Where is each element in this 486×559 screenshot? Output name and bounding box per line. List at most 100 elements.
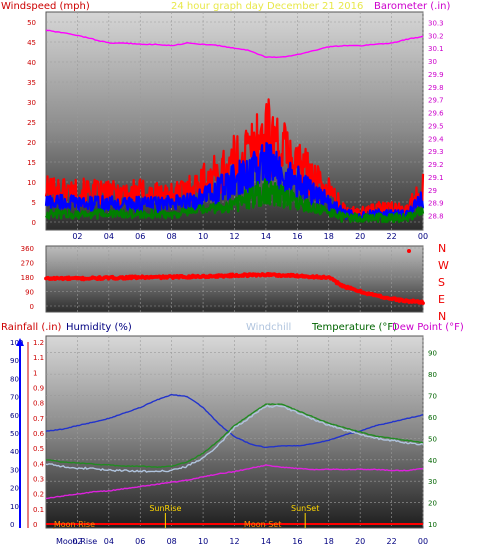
- humidity-tick-label: 0: [10, 521, 14, 529]
- wind-time-tick-label: 20: [355, 232, 365, 241]
- rainfall-tick-label: 1.1: [33, 354, 44, 362]
- rainfall-axis-label: Rainfall (.in): [1, 322, 62, 333]
- wind-time-axis: 02 04 06 08 10 12 14 16 18 20 22 00: [72, 232, 428, 241]
- dewpoint-axis-label: Dew Point (°F): [392, 322, 464, 333]
- humidity-axis-arrow: [16, 338, 24, 346]
- event-label: Moon Rise: [54, 520, 95, 529]
- temperature-tick-label: 90: [428, 350, 437, 358]
- temperature-tick-label: 10: [428, 521, 437, 529]
- barometer-tick-label: 29.6: [428, 110, 444, 118]
- rainfall-tick-label: 0.5: [33, 445, 44, 453]
- windspeed-axis: 0 5 10 15 20 25 30 35 40 45 50: [27, 19, 36, 227]
- temperature-time-tick-label: 14: [261, 537, 271, 546]
- event-label: Moon Set: [244, 520, 281, 529]
- barometer-axis-label: Barometer (.in): [374, 1, 450, 12]
- wind-direction-point: [421, 301, 425, 305]
- temperature-tick-label: 20: [428, 500, 437, 508]
- wind-time-tick-label: 06: [135, 232, 145, 241]
- windspeed-tick-label: 30: [27, 99, 36, 107]
- compass-label: E: [438, 293, 445, 306]
- temperature-time-tick-label: 00: [418, 537, 428, 546]
- barometer-tick-label: 29.9: [428, 71, 444, 79]
- windspeed-tick-label: 35: [27, 79, 36, 87]
- event-label: SunRise: [149, 504, 181, 513]
- temperature-time-tick-label: 20: [355, 537, 365, 546]
- barometer-tick-label: 30: [428, 58, 437, 66]
- windspeed-line: [45, 178, 425, 224]
- temperature-tick-label: 50: [428, 435, 437, 443]
- temperature-axis: 10 20 30 40 50 60 70 80 90: [428, 350, 437, 529]
- chart-title: 24 hour graph day December 21 2016: [171, 1, 363, 12]
- temperature-time-tick-label: 06: [135, 537, 145, 546]
- humidity-tick-label: 10: [10, 503, 19, 511]
- windspeed-tick-label: 45: [27, 39, 36, 47]
- temperature-tick-label: 40: [428, 457, 437, 465]
- wind-time-tick-label: 00: [418, 232, 428, 241]
- barometer-tick-label: 29.4: [428, 135, 444, 143]
- rainfall-tick-label: 0.8: [33, 400, 44, 408]
- compass-label: N: [438, 310, 446, 323]
- rainfall-tick-label: 0.1: [33, 506, 44, 514]
- temperature-time-tick-label: 18: [324, 537, 334, 546]
- barometer-line: [45, 29, 424, 59]
- windspeed-tick-label: 50: [27, 19, 36, 27]
- humidity-tick-label: 70: [10, 394, 19, 402]
- wind-time-tick-label: 22: [386, 232, 396, 241]
- wind-series: [44, 29, 425, 224]
- windspeed-tick-label: 10: [27, 179, 36, 187]
- temperature-time-tick-label: 22: [386, 537, 396, 546]
- barometer-tick-label: 29.3: [428, 148, 444, 156]
- temperature-time-tick-label: 10: [198, 537, 208, 546]
- barometer-tick-label: 29.5: [428, 122, 444, 130]
- temperature-tick-label: 30: [428, 478, 437, 486]
- wind-time-tick-label: 04: [104, 232, 114, 241]
- compass-label: N: [438, 242, 446, 255]
- rainfall-tick-label: 0.4: [33, 460, 45, 468]
- rainfall-tick-label: 0: [33, 521, 37, 529]
- compass-label: S: [438, 276, 445, 289]
- barometer-tick-label: 30.2: [428, 32, 444, 40]
- windspeed-tick-label: 20: [27, 139, 36, 147]
- windspeed-tick-label: 0: [32, 219, 36, 227]
- temperature-time-tick-label: 12: [229, 537, 239, 546]
- humidity-axis: 0 10 20 30 40 50 60 70 80 90 100: [10, 338, 24, 529]
- windspeed-axis-label: Windspeed (mph): [1, 1, 90, 12]
- direction-tick-label: 0: [30, 303, 34, 311]
- humidity-tick-label: 30: [10, 466, 19, 474]
- barometer-tick-label: 28.8: [428, 213, 444, 221]
- windspeed-tick-label: 40: [27, 59, 36, 67]
- sun-moon-events: Moon Rise SunRise Moon Set SunSet Moon Rise: [53, 504, 319, 546]
- temperature-time-tick-label: 16: [292, 537, 302, 546]
- barometer-axis: 28.8 28.9 29 29.1 29.2 29.3 29.4 29.5 29.6 29.7 29…: [428, 19, 444, 220]
- rainfall-tick-label: 0.9: [33, 385, 44, 393]
- wind-time-tick-label: 14: [261, 232, 271, 241]
- compass-label: W: [438, 259, 449, 272]
- direction-tick-label: 360: [21, 245, 34, 253]
- humidity-tick-label: 60: [10, 412, 19, 420]
- temperature-time-tick-label: 02: [72, 537, 82, 546]
- temperature-time-tick-label: 04: [104, 537, 114, 546]
- temperature-time-tick-label: 08: [167, 537, 177, 546]
- barometer-tick-label: 30.3: [428, 19, 444, 27]
- wind-time-tick-label: 10: [198, 232, 208, 241]
- wind-time-tick-label: 18: [324, 232, 334, 241]
- wind-time-tick-label: 16: [292, 232, 302, 241]
- temperature-time-axis: 02 04 06 08 10 12 14 16 18 20 22 00: [72, 537, 428, 546]
- temperature-tick-label: 80: [428, 371, 437, 379]
- barometer-tick-label: 30.1: [428, 45, 444, 53]
- wind-time-tick-label: 12: [229, 232, 239, 241]
- windspeed-tick-label: 15: [27, 159, 36, 167]
- rainfall-tick-label: 0.7: [33, 415, 44, 423]
- rainfall-tick-label: 1.2: [33, 339, 44, 347]
- windchill-line: [45, 404, 424, 473]
- windspeed-tick-label: 5: [32, 199, 36, 207]
- temperature-tick-label: 60: [428, 414, 437, 422]
- rainfall-axis: 0 0.1 0.2 0.3 0.4 0.5 0.6 0.7 0.8 0.9 1 1.1 1.2: [27, 339, 45, 529]
- wind-direction-point: [407, 249, 411, 253]
- temperature-tick-label: 70: [428, 393, 437, 401]
- wind-time-tick-label: 02: [72, 232, 82, 241]
- rainfall-tick-label: 1: [33, 369, 37, 377]
- direction-tick-label: 90: [25, 289, 34, 297]
- temperature-axis-label: Temperature (°F): [311, 322, 397, 333]
